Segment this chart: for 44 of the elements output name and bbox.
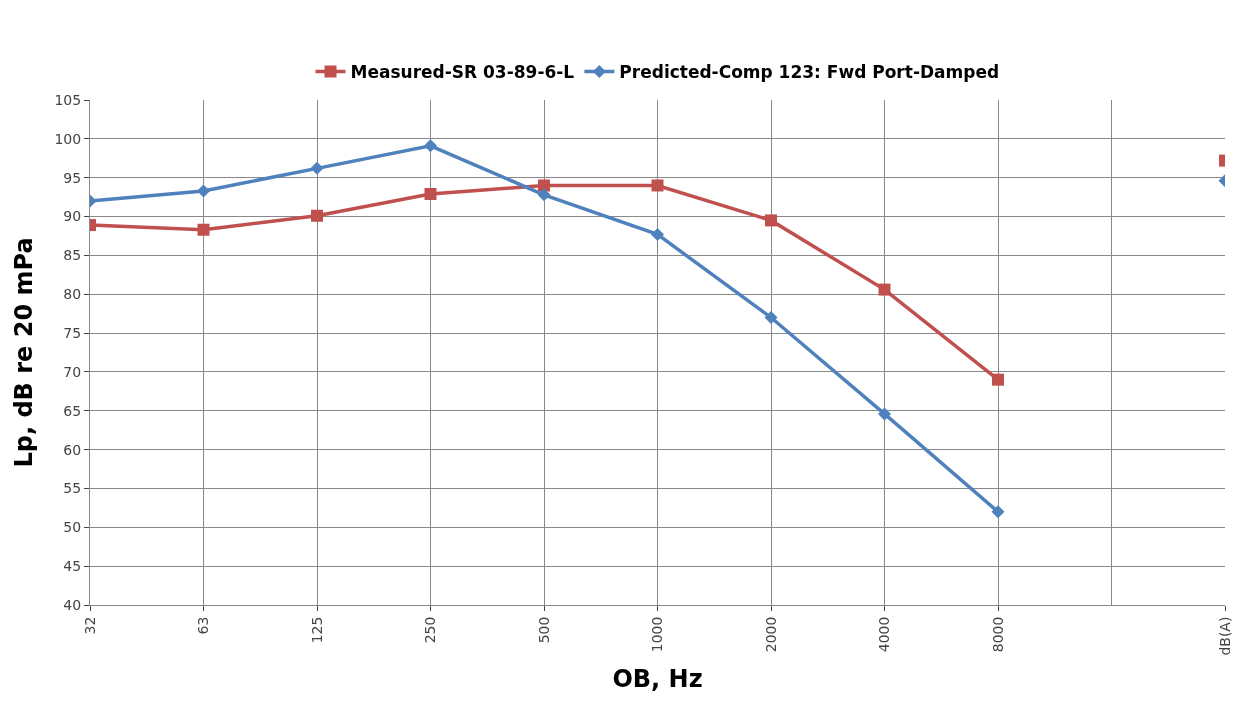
y-tick-label: 100 bbox=[54, 130, 82, 147]
x-tick-label: 250 bbox=[422, 616, 439, 644]
point bbox=[651, 227, 664, 241]
y-tick-label: 55 bbox=[63, 480, 82, 497]
point bbox=[538, 179, 550, 192]
point bbox=[878, 407, 891, 421]
y-tick-label: 70 bbox=[63, 363, 82, 380]
y-tick-label: 85 bbox=[63, 247, 82, 264]
point bbox=[992, 373, 1004, 386]
x-tick-label: 500 bbox=[535, 616, 552, 644]
y-tick-label: 80 bbox=[63, 286, 82, 303]
y-axis-title: Lp, dB re 20 mPa bbox=[9, 237, 38, 468]
point bbox=[424, 188, 437, 201]
x-tick-label: 8000 bbox=[989, 616, 1006, 653]
x-tick-label: 2000 bbox=[762, 616, 779, 653]
y-tick-label: 105 bbox=[54, 91, 82, 108]
y-tick-label: 75 bbox=[63, 324, 82, 341]
point bbox=[765, 214, 777, 227]
y-tick-label: 95 bbox=[63, 169, 82, 186]
point bbox=[878, 283, 891, 296]
x-tick-label: 1000 bbox=[649, 616, 666, 653]
x-tick-label: 63 bbox=[195, 616, 212, 635]
x-tick-label: 32 bbox=[81, 616, 98, 635]
x-tick-label: dB(A) bbox=[1216, 616, 1233, 656]
y-tick-label: 90 bbox=[63, 208, 82, 225]
x-axis-title: OB, Hz bbox=[612, 664, 703, 693]
point bbox=[537, 188, 551, 202]
y-tick-label: 60 bbox=[63, 441, 82, 458]
y-tick-label: 45 bbox=[63, 558, 82, 575]
point bbox=[310, 161, 324, 175]
y-tick-label: 65 bbox=[63, 402, 82, 419]
point bbox=[651, 179, 664, 192]
point bbox=[424, 139, 437, 153]
point bbox=[197, 184, 210, 198]
x-tick-label: 125 bbox=[308, 616, 325, 644]
point bbox=[991, 505, 1005, 519]
x-tick-label: 4000 bbox=[876, 616, 893, 653]
y-tick-label: 40 bbox=[63, 596, 82, 613]
point bbox=[197, 223, 210, 236]
legend-label: Measured-SR 03-89-6-L bbox=[350, 62, 575, 83]
y-tick-label: 50 bbox=[63, 519, 82, 536]
point bbox=[311, 209, 323, 222]
point bbox=[764, 311, 778, 325]
legend-label: Predicted-Comp 123: Fwd Port-Damped bbox=[619, 62, 1000, 83]
